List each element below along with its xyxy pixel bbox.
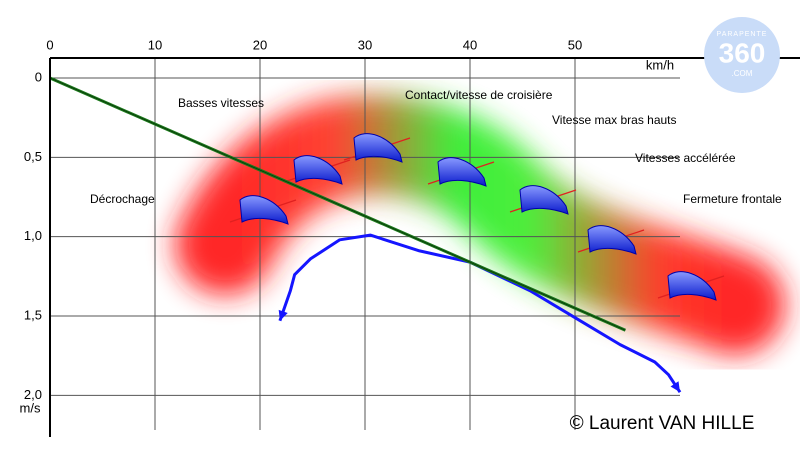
y-tick-label: 0 <box>35 69 42 84</box>
y-tick-label: 2,0 <box>24 387 42 402</box>
plot <box>49 76 682 394</box>
logo-bottom: .COM <box>732 69 753 78</box>
annotation: Décrochage <box>90 192 155 206</box>
annotation: Vitesse max bras hauts <box>552 113 677 127</box>
annotation: Fermeture frontale <box>683 192 782 206</box>
x-tick-label: 50 <box>568 37 582 52</box>
series-line <box>278 233 682 394</box>
y-axis-label: m/s <box>20 400 41 415</box>
y-tick-label: 0,5 <box>24 149 42 164</box>
series-line-highlight <box>49 77 626 331</box>
logo-main: 360 <box>719 37 766 68</box>
arrow-head <box>670 381 680 393</box>
logo-badge <box>704 17 780 93</box>
x-tick-label: 40 <box>463 37 477 52</box>
arrow-head <box>278 309 288 321</box>
y-tick-label: 1,0 <box>24 228 42 243</box>
annotation: Contact/vitesse de croisière <box>405 88 553 102</box>
x-tick-label: 0 <box>46 37 53 52</box>
y-tick-label: 1,5 <box>24 307 42 322</box>
x-tick-label: 20 <box>253 37 267 52</box>
logo-top: PARAPENTE <box>717 31 768 38</box>
x-tick-label: 30 <box>358 37 372 52</box>
annotation: Basses vitesses <box>178 96 264 110</box>
x-tick-label: 10 <box>148 37 162 52</box>
copyright: © Laurent VAN HILLE <box>570 413 755 434</box>
x-axis-label: km/h <box>646 57 674 72</box>
annotation: Vitesses accélérée <box>635 151 736 165</box>
